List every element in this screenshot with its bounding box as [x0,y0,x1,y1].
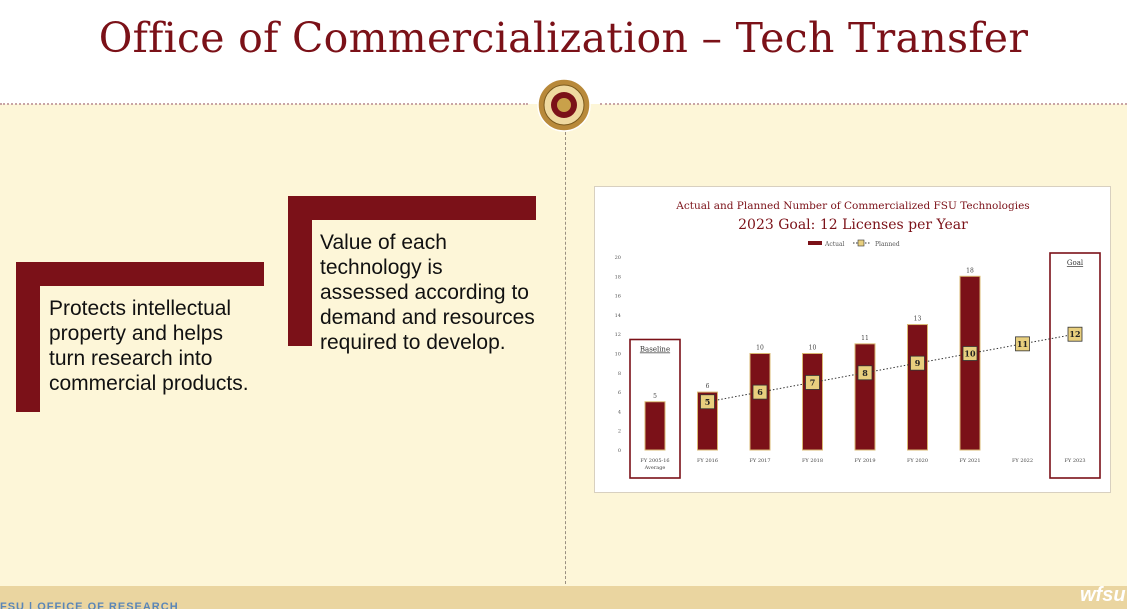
legend-planned-label: Planned [875,241,900,248]
planned-marker [700,394,715,410]
info-card-text-2: Value of each technology is assessed acc… [320,231,535,354]
bar-actual [644,401,666,451]
planned-line [707,333,1076,403]
baseline-label: Baseline [640,346,670,354]
bar-actual [854,343,876,451]
y-tick-label: 8 [618,371,621,377]
goal-box [1049,252,1101,479]
y-tick-label: 20 [615,255,621,261]
x-tick-label: FY 2018 [802,458,823,464]
column-divider [565,132,566,604]
university-seal-icon [537,78,591,132]
y-tick-label: 6 [618,390,621,396]
bar-value-label: 18 [966,267,974,274]
planned-value-label: 6 [757,387,763,397]
title-divider-right [600,103,1127,105]
bar-value-label: 11 [861,335,869,342]
baseline-box [629,338,681,479]
planned-marker [910,355,925,371]
info-card-text-1: Protects intellectual property and helps… [49,297,249,395]
x-tick-label: FY 2019 [854,458,875,464]
bar-value-label: 10 [809,345,817,352]
info-card-bracket-1 [16,262,264,412]
y-tick-label: 18 [615,274,621,280]
bar-value-label: 13 [914,316,922,323]
licenses-chart: Actual and Planned Number of Commerciali… [615,200,1101,479]
y-tick-label: 0 [618,448,621,454]
planned-value-label: 5 [705,397,711,407]
goal-label: Goal [1067,259,1084,267]
planned-marker [962,346,978,361]
y-tick-label: 12 [615,332,621,338]
legend-planned-swatch [857,239,865,247]
planned-marker [857,365,873,381]
x-tick-label: FY 2021 [959,458,980,464]
x-tick-label-line2: Average [644,465,666,471]
planned-value-label: 11 [1017,339,1028,349]
planned-marker [805,375,820,390]
x-tick-label: FY 2017 [749,458,770,464]
planned-value-label: 9 [915,358,921,368]
info-card-bracket-2 [288,196,536,346]
footer-band [0,586,1127,609]
planned-marker [752,384,768,400]
bar-value-label: 5 [653,393,657,400]
planned-marker [1067,326,1083,342]
bar-value-label: 6 [706,383,710,390]
slide-title: Office of Commercialization – Tech Trans… [98,14,1029,62]
y-tick-label: 4 [618,409,621,415]
x-tick-label: FY 2016 [697,458,718,464]
y-tick-label: 14 [615,313,621,319]
legend-actual-swatch [808,241,822,245]
bar-actual [749,353,771,451]
wfsu-logo: wfsu [1080,584,1126,606]
footer-label: FSU | OFFICE OF RESEARCH [0,601,179,609]
y-tick-label: 16 [615,294,621,300]
x-tick-label: FY 2023 [1064,458,1085,464]
bar-actual [802,353,823,451]
planned-marker [1015,336,1030,352]
legend-actual-label: Actual [824,241,845,248]
x-tick-label: FY 2020 [907,458,928,464]
x-tick-label: FY 2005-16 [640,458,669,464]
title-divider-left [0,103,528,105]
planned-value-label: 7 [810,377,816,387]
x-tick-label: FY 2022 [1012,458,1033,464]
chart-panel: Actual and Planned Number of Commerciali… [594,186,1111,493]
bar-actual [907,324,928,451]
bar-actual [959,275,981,451]
planned-value-label: 10 [964,349,976,359]
bar-value-label: 10 [756,345,764,352]
y-tick-label: 2 [618,429,621,435]
planned-value-label: 12 [1069,329,1080,339]
chart-subtitle: 2023 Goal: 12 Licenses per Year [738,217,968,233]
chart-title: Actual and Planned Number of Commerciali… [675,200,1029,212]
planned-value-label: 8 [862,368,868,378]
y-tick-label: 10 [615,352,621,358]
